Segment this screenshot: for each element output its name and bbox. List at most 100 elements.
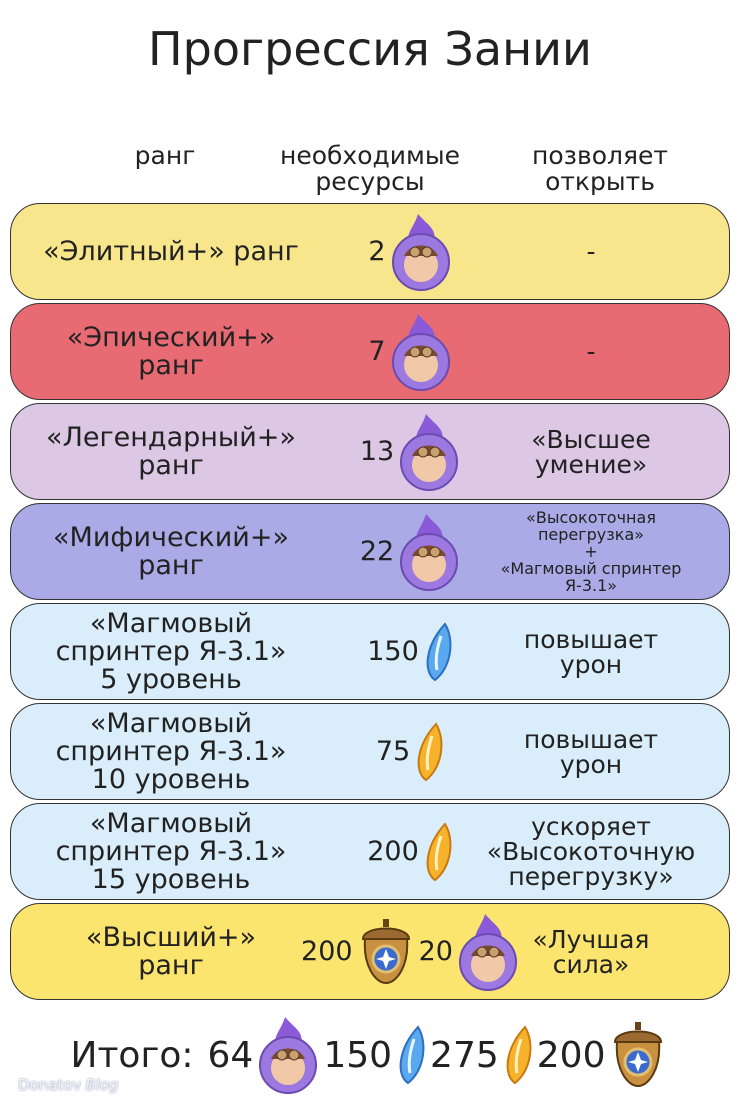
unlock-line: «Высшее [531,424,651,454]
zania-icon [458,913,517,991]
acorn-icon [361,918,410,984]
resource-amount: 75 [375,736,411,767]
rank-line: «Легендарный+» [46,421,296,453]
unlock-line: повышает [523,724,659,754]
icon [396,412,462,492]
rank-line: спринтер Я-3.1» [55,835,287,867]
icon [396,512,462,592]
table-row: «Магмовый спринтер Я-3.1» 10 уровень 75 повы… [10,703,730,800]
resource-cell: 200 20 [301,904,517,999]
resource-cell: 7 [311,304,511,399]
table-row: «Магмовый спринтер Я-3.1» 15 уровень 200 уск… [10,803,730,900]
resource-amount: 22 [359,536,395,567]
icon [255,1015,321,1095]
goggle [429,446,441,457]
total-amount: 275 [430,1034,499,1076]
zania-icon [391,213,450,291]
icon [388,312,454,392]
header-line: открыть [545,167,655,196]
total-label: Итого: [70,1034,194,1076]
rank-line: ранг [138,349,204,381]
header-line: позволяет [532,141,668,170]
unlock-line: «Высокоточная [526,508,656,527]
icon [412,721,446,782]
resource-amount: 2 [368,236,386,267]
unlock-cell: ускоряет «Высокоточную перегрузку» [481,804,701,899]
rank-line: «Магмовый [89,707,253,739]
table-row: «Эпический+» ранг 7 - [10,303,730,400]
rank-line: «Высший+» [85,921,257,953]
rank-line: ранг [138,449,204,481]
table-row: «Элитный+» ранг 2 - [10,203,730,300]
resource-amount: 20 [418,936,453,967]
resource-cell: 2 [311,204,511,299]
table-row: «Легендарный+» ранг 13 «Высшее умение» [10,403,730,500]
rank-line: 10 уровень [91,763,251,795]
resource-cell: 13 [311,404,511,499]
title: Прогрессия Зании [148,22,592,76]
table-row: «Мифический+» ранг 22 «Высокоточная перегруз… [10,503,730,600]
rank-line: «Мифический+» [53,521,289,553]
column-header: необходимые ресурсы [250,143,490,195]
crystal [417,721,443,781]
watermark-text: Donatov [18,1076,82,1094]
goggle [288,1049,300,1061]
unlock-cell: «Лучшая сила» [481,904,701,999]
icon [501,1025,535,1085]
rank-line: 15 уровень [91,863,251,895]
stem [382,918,389,927]
header-line: ранг [134,141,196,170]
column-header: ранг [85,143,245,169]
shine [434,635,443,670]
unlock-line: урон [559,649,623,679]
zania-icon [400,513,459,591]
resource-cell: 22 [311,504,511,599]
header-line: необходимые [279,141,461,170]
rank-line: «Эпический+» [66,321,276,353]
resource-amount: 150 [367,636,419,667]
star [375,948,396,969]
total-amount: 64 [207,1034,254,1076]
goggle [429,546,441,557]
shine [407,1038,416,1074]
total-amount: 200 [536,1034,606,1076]
rank-line: «Магмовый [89,807,253,839]
unlock-cell: «Высокоточная перегрузка» + «Магмовый сприн… [481,504,701,599]
rank-cell: «Мифический+» ранг [11,504,331,599]
goggle [421,246,433,257]
unlock-line: Я-3.1» [564,576,618,595]
resource-cell: 200 [311,804,511,899]
unlock-line: ускоряет [531,812,651,841]
resource-cell: 75 [311,704,511,799]
unlock-line: сила» [552,949,630,979]
unlock-line: умение» [534,449,648,479]
rank-line: «Элитный+» ранг [43,235,299,267]
watermark: Donatov Blog [18,1076,119,1094]
unlock-cell: «Высшее умение» [481,404,701,499]
crystal [399,1025,425,1085]
icon [421,821,455,882]
resource-cell: 150 [311,604,511,699]
unlock-line: «Магмовый спринтер [500,559,682,578]
unlock-line: «Высокоточную [486,837,696,866]
goggle [421,346,433,357]
rank-line: ранг [138,549,204,581]
cap [614,1030,663,1043]
rank-line: 5 уровень [100,663,242,695]
table-row: «Магмовый спринтер Я-3.1» 5 уровень 150 повы… [10,603,730,700]
header-line: ресурсы [315,167,425,196]
goggle [409,346,421,357]
rank-line: спринтер Я-3.1» [55,635,287,667]
orange-crystal [426,821,452,881]
unlock-cell: - [481,204,701,299]
crystal [506,1025,532,1085]
crystal [426,621,452,681]
icon [455,912,521,992]
icon [607,1020,669,1090]
rank-line: ранг [138,949,204,981]
orange-crystal [417,721,443,781]
unlock-line: - [586,237,596,266]
unlock-line: - [586,337,596,366]
resource-amount: 200 [367,836,419,867]
unlock-cell: повышает урон [481,704,701,799]
